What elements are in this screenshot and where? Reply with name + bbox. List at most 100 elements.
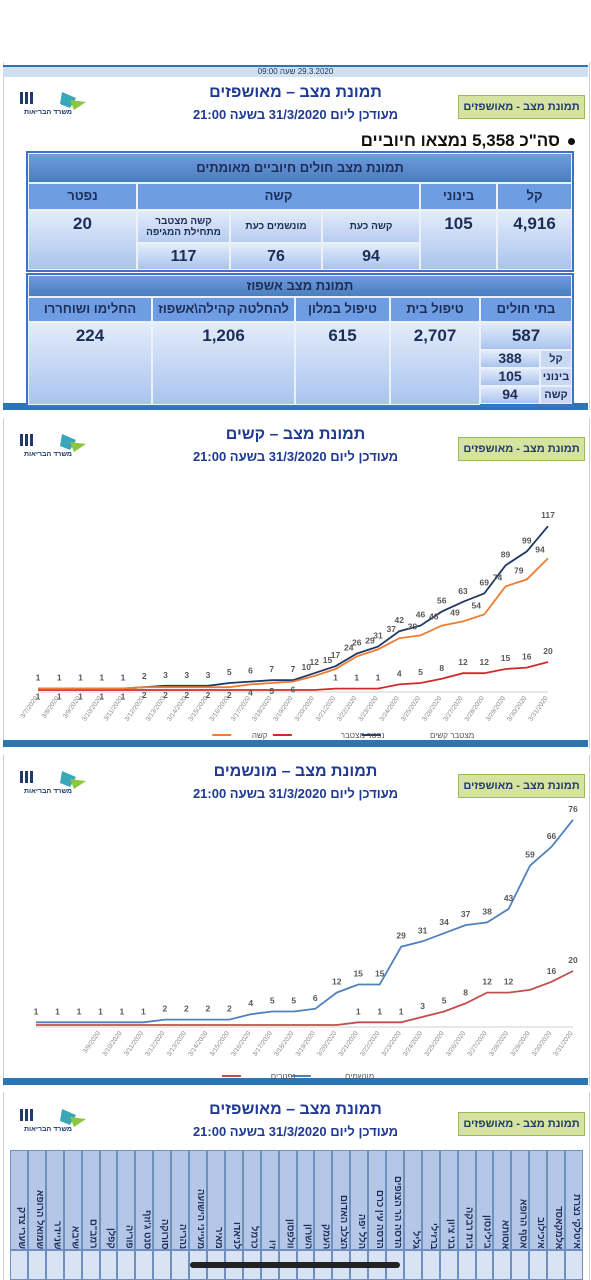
data-label: 1 — [377, 1006, 382, 1016]
data-label: 5 — [418, 667, 423, 677]
table-header: הדסה הר הצופים — [386, 1150, 404, 1250]
slide-frame — [3, 418, 590, 748]
table-header: קל — [497, 183, 572, 210]
logo-text: משרד הבריאות — [24, 109, 72, 116]
data-label: 2 — [142, 671, 147, 681]
x-tick-label: 3/20/2020 — [294, 695, 317, 723]
x-tick-label: 3/23/2020 — [357, 695, 380, 723]
data-label: 1 — [121, 692, 126, 702]
table-subheader: מונשמים כעת — [230, 210, 322, 243]
slide-band — [3, 1078, 588, 1085]
legend-label: קשה — [252, 731, 268, 740]
data-label: 34 — [439, 917, 449, 927]
data-label: 15 — [375, 969, 385, 979]
logo-text: משרד הבריאות — [24, 788, 72, 795]
logo-mark — [70, 442, 86, 452]
data-label: 1 — [120, 1006, 125, 1016]
breakdown-label: בינוני — [540, 368, 572, 386]
table-value: 117 — [137, 243, 230, 270]
x-tick-label: 3/22/2020 — [359, 1030, 382, 1058]
data-label: 2 — [163, 690, 168, 700]
logo-mark — [20, 771, 33, 783]
data-label: 7 — [269, 664, 274, 674]
data-label: 69 — [480, 577, 490, 587]
x-tick-label: 3/17/2020 — [230, 695, 253, 723]
slide-subtitle: מעודכן ליום 31/3/2020 בשעה 21:00 — [192, 449, 399, 464]
x-tick-label: 3/11/2020 — [123, 1030, 145, 1058]
data-label: 1 — [36, 673, 41, 683]
x-tick-label: 3/29/2020 — [485, 695, 508, 723]
x-tick-label: 3/27/2020 — [466, 1030, 489, 1058]
table-subheader: קשה מצטבר מתחילת המגיפה — [137, 210, 230, 243]
x-tick-label: 3/21/2020 — [315, 695, 338, 723]
data-label: 20 — [568, 955, 578, 965]
x-tick-label: 3/27/2020 — [442, 695, 465, 723]
table-header: שמואל הרופא — [27, 1150, 46, 1250]
table-value: 20 — [28, 210, 137, 270]
data-label: 5 — [270, 996, 275, 1006]
logo-mark — [20, 434, 33, 446]
table-header: זיו — [260, 1150, 279, 1250]
table-title: תמונת מצב אשפוז — [28, 275, 572, 297]
table-header: בתי חולים — [480, 297, 572, 322]
x-tick-label: 3/20/2020 — [316, 1030, 339, 1058]
data-label: 66 — [547, 831, 557, 841]
breakdown-value: 94 — [480, 386, 540, 404]
x-tick-label: 3/12/2020 — [144, 1030, 167, 1058]
x-tick-label: 3/30/2020 — [506, 695, 529, 723]
data-label: 6 — [291, 685, 296, 695]
table-value: 2,707 — [390, 322, 480, 405]
table-header: הלל יפה — [350, 1150, 369, 1250]
data-label: 42 — [395, 615, 405, 625]
data-label: 4 — [397, 668, 402, 678]
x-tick-label: 3/26/2020 — [421, 695, 444, 723]
data-label: 1 — [57, 692, 62, 702]
table-header: אסף הרופא — [511, 1150, 530, 1250]
data-label: 1 — [99, 673, 104, 683]
slide-subtitle: מעודכן ליום 31/3/2020 בשעה 21:00 — [192, 107, 399, 122]
data-label: 63 — [458, 586, 468, 596]
bullet-dot — [568, 137, 575, 145]
home-indicator — [190, 1262, 400, 1268]
data-label: 2 — [206, 690, 211, 700]
data-label: 1 — [376, 673, 381, 683]
table-header: קפלן — [99, 1150, 118, 1250]
data-label: 99 — [522, 535, 532, 545]
data-label: 8 — [463, 987, 468, 997]
table-header: החלימו ושוחררו — [28, 297, 152, 322]
slide-title: תמונת מצב – מאושפזים — [209, 84, 382, 101]
table-header: בני ציון — [439, 1150, 458, 1250]
data-label: 12 — [332, 977, 342, 987]
legend-label: נפטרים — [271, 1072, 296, 1081]
x-tick-label: 3/19/2020 — [272, 695, 295, 723]
data-label: 5 — [291, 996, 296, 1006]
data-label: 20 — [543, 646, 553, 656]
slide-frame — [3, 62, 590, 410]
data-label: 2 — [184, 1004, 189, 1014]
table-header: להחלטה קהילה\אשפוז — [152, 297, 295, 322]
x-tick-label: 3/18/2020 — [273, 1030, 296, 1058]
data-label: 74 — [493, 572, 503, 582]
x-tick-label: 3/24/2020 — [379, 695, 402, 723]
table-value: 4,916 — [497, 210, 572, 270]
data-label: 8 — [439, 663, 444, 673]
table-frame — [26, 273, 574, 407]
data-label: 15 — [501, 653, 511, 663]
series-line — [38, 661, 549, 691]
table-title: תמונת מצב חולים חיוביים מאומתים — [28, 153, 572, 183]
table-header: רמב"ם — [81, 1150, 100, 1250]
x-tick-label: 3/15/2020 — [209, 1030, 232, 1058]
data-label: 4 — [248, 687, 253, 697]
table-header: לניאדו — [224, 1150, 243, 1250]
data-label: 2 — [227, 1004, 232, 1014]
legend-label: מונשמים — [345, 1072, 374, 1081]
table-header: סורוקה — [153, 1150, 172, 1250]
x-tick-label: 3/25/2020 — [423, 1030, 446, 1058]
table-header: שערי צדק — [10, 1150, 28, 1250]
data-label: 3 — [420, 1001, 425, 1011]
data-label: 43 — [504, 893, 514, 903]
table-header: אסותא — [493, 1150, 512, 1250]
data-label: 54 — [472, 600, 482, 610]
legend-label: מצטבר קשים — [430, 731, 474, 740]
data-label: 3 — [206, 670, 211, 680]
